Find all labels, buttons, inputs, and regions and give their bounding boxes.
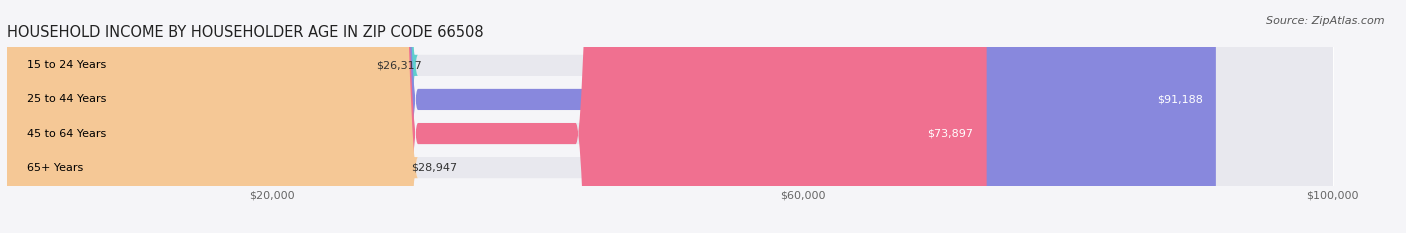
FancyBboxPatch shape	[7, 0, 1333, 233]
FancyBboxPatch shape	[0, 0, 418, 233]
FancyBboxPatch shape	[7, 0, 1333, 233]
FancyBboxPatch shape	[0, 0, 418, 233]
Text: $73,897: $73,897	[928, 129, 973, 139]
Text: HOUSEHOLD INCOME BY HOUSEHOLDER AGE IN ZIP CODE 66508: HOUSEHOLD INCOME BY HOUSEHOLDER AGE IN Z…	[7, 25, 484, 40]
Text: $91,188: $91,188	[1157, 94, 1202, 104]
Text: 65+ Years: 65+ Years	[27, 163, 83, 173]
FancyBboxPatch shape	[7, 0, 1333, 233]
FancyBboxPatch shape	[7, 0, 987, 233]
Text: $28,947: $28,947	[411, 163, 457, 173]
Text: 45 to 64 Years: 45 to 64 Years	[27, 129, 107, 139]
Text: $26,317: $26,317	[375, 60, 422, 70]
Text: Source: ZipAtlas.com: Source: ZipAtlas.com	[1267, 16, 1385, 26]
Text: 25 to 44 Years: 25 to 44 Years	[27, 94, 107, 104]
FancyBboxPatch shape	[7, 0, 1216, 233]
FancyBboxPatch shape	[7, 0, 1333, 233]
Text: 15 to 24 Years: 15 to 24 Years	[27, 60, 107, 70]
